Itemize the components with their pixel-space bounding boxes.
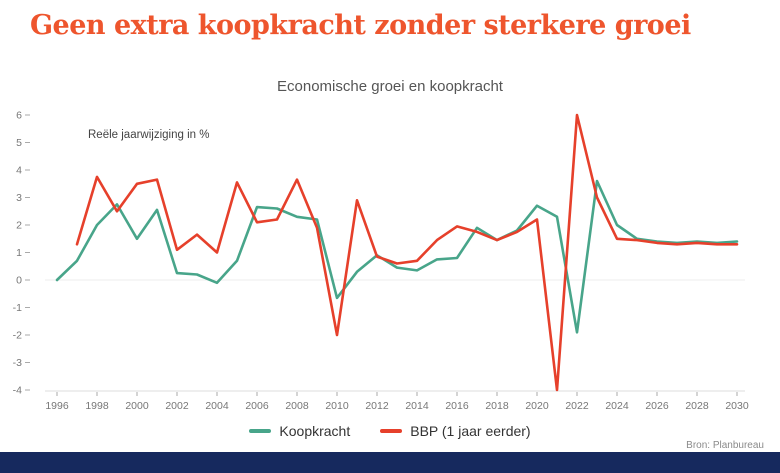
source-credit: Bron: Planbureau xyxy=(686,440,764,451)
svg-text:6: 6 xyxy=(16,110,22,122)
svg-text:2022: 2022 xyxy=(565,400,589,412)
svg-text:2024: 2024 xyxy=(605,400,629,412)
svg-text:4: 4 xyxy=(16,165,22,177)
svg-text:2020: 2020 xyxy=(525,400,549,412)
svg-text:2010: 2010 xyxy=(325,400,349,412)
svg-text:-1: -1 xyxy=(13,302,22,314)
svg-text:1996: 1996 xyxy=(45,400,69,412)
svg-text:0: 0 xyxy=(16,275,22,287)
legend-item-bbp-1-jaar-eerder: BBP (1 jaar eerder) xyxy=(380,423,531,439)
chart-annotation: Reële jaarwijziging in % xyxy=(88,129,210,141)
line-chart-svg: -4 -3 -2 -1 0 1 2 3 4 5 6 1996 1998 2000 2002 2004 2006 2… xyxy=(13,110,749,413)
svg-text:2028: 2028 xyxy=(685,400,709,412)
svg-text:2: 2 xyxy=(16,220,22,232)
svg-text:2012: 2012 xyxy=(365,400,389,412)
x-axis: 1996 1998 2000 2002 2004 2006 2008 2010 2012 2014… xyxy=(45,392,749,412)
svg-text:2000: 2000 xyxy=(125,400,149,412)
svg-text:2014: 2014 xyxy=(405,400,429,412)
svg-text:2026: 2026 xyxy=(645,400,669,412)
chart-title: Economische groei en koopkracht xyxy=(277,78,503,95)
svg-text:2008: 2008 xyxy=(285,400,309,412)
legend-swatch-koopkracht xyxy=(249,429,272,433)
svg-text:2004: 2004 xyxy=(205,400,229,412)
svg-text:2006: 2006 xyxy=(245,400,269,412)
svg-text:2016: 2016 xyxy=(445,400,469,412)
page-title: Geen extra koopkracht zonder sterkere gr… xyxy=(30,10,691,41)
legend-swatch-bbp-1-jaar-eerder xyxy=(380,429,403,433)
svg-text:-4: -4 xyxy=(13,385,22,397)
svg-text:2018: 2018 xyxy=(485,400,509,412)
chart-legend: Koopkracht BBP (1 jaar eerder) xyxy=(0,423,780,439)
y-axis: -4 -3 -2 -1 0 1 2 3 4 5 6 xyxy=(13,110,30,397)
svg-text:-3: -3 xyxy=(13,357,22,369)
series-bbp-1-jaar-eerder xyxy=(75,113,739,392)
svg-text:5: 5 xyxy=(16,137,22,149)
legend-label-bbp-1-jaar-eerder: BBP (1 jaar eerder) xyxy=(410,423,531,439)
svg-text:3: 3 xyxy=(16,192,22,204)
chart-area: -4 -3 -2 -1 0 1 2 3 4 5 6 1996 1998 2000 2002 2004 2006 2… xyxy=(0,100,780,415)
legend-item-koopkracht: Koopkracht xyxy=(249,423,350,439)
svg-text:1: 1 xyxy=(16,247,22,259)
legend-label-koopkracht: Koopkracht xyxy=(279,423,351,439)
series-koopkracht xyxy=(55,179,739,334)
svg-text:-2: -2 xyxy=(13,330,22,342)
svg-text:2030: 2030 xyxy=(725,400,749,412)
bottom-bar xyxy=(0,452,780,473)
svg-text:2002: 2002 xyxy=(165,400,189,412)
svg-text:1998: 1998 xyxy=(85,400,109,412)
